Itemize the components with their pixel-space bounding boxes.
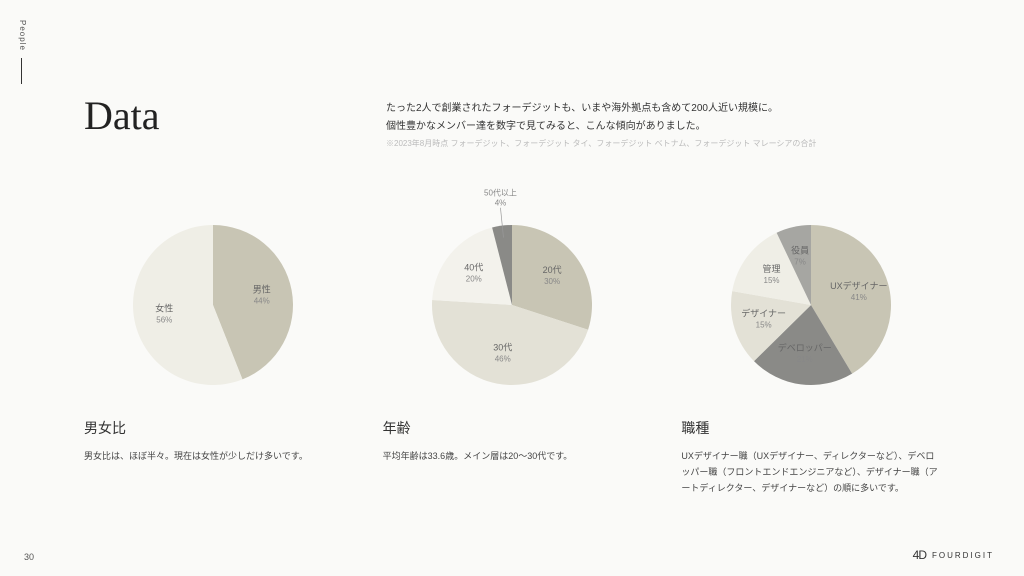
slice-label: デザイナー [741,308,786,319]
slice-pct: 15% [763,276,779,285]
chart-desc-age: 平均年齢は33.6歳。メイン層は20〜30代です。 [383,448,642,464]
intro-note: ※2023年8月時点 フォーデジット、フォーデジット タイ、フォーデジット ベト… [386,138,816,149]
charts-row: 男性 44% 女性 56% 男女比 男女比は、ほぼ半々。現在は女性が少しだけ多いです。… [84,200,940,497]
chart-title-gender: 男女比 [84,418,343,438]
pie-age: 20代30%30代46%40代20%50代以上4% [412,205,612,405]
slice-label: デベロッパー [777,342,831,353]
chart-job: UXデザイナー41%デベロッパー21%デザイナー15%管理15%役員7% 職種 … [681,200,940,497]
logo-mark: 4D [913,548,926,562]
slice-label: UXデザイナー [830,280,887,291]
chart-age: 20代30%30代46%40代20%50代以上4% 年齢 平均年齢は33.6歳。… [383,200,642,497]
slice-label: 女性 [156,302,174,313]
slice-label: 管理 [762,263,780,274]
slice-label: 40代 [464,262,483,272]
svg-text:4%: 4% [495,199,507,208]
chart-gender: 男性 44% 女性 56% 男女比 男女比は、ほぼ半々。現在は女性が少しだけ多いです。 [84,200,343,497]
slice-label: 30代 [493,343,512,353]
slice-pct: 20% [466,274,482,283]
intro-text: たった2人で創業されたフォーデジットも、いまや海外拠点も含めて200人近い規模に… [386,100,778,136]
page-title: Data [84,92,160,139]
pie-job: UXデザイナー 41% デベロッパー 21% デザイナー 15% 管理 15% 役員 7% [711,205,911,405]
slice-pct: 46% [495,355,511,364]
chart-title-age: 年齢 [383,418,642,438]
slice-pct: 21% [796,355,812,364]
chart-desc-gender: 男女比は、ほぼ半々。現在は女性が少しだけ多いです。 [84,448,343,464]
slice-pct: 15% [755,321,771,330]
side-line [21,58,22,84]
pie-gender: 男性 44% 女性 56% [113,205,313,405]
logo: 4D FOURDIGIT [913,548,994,562]
slice-label: 役員 [791,245,809,256]
intro-line2: 個性豊かなメンバー達を数字で見てみると、こんな傾向がありました。 [386,118,778,136]
page-number: 30 [24,552,34,562]
slice-pct: 30% [544,277,560,286]
slice-label: 20代 [543,265,562,275]
side-label: People [18,20,27,51]
slice-pct: 7% [794,258,806,267]
chart-title-job: 職種 [681,418,940,438]
slice-pct: 56% [157,315,173,324]
chart-desc-job: UXデザイナー職（UXデザイナー、ディレクターなど）、デベロッパー職（フロントエ… [681,448,940,497]
intro-line1: たった2人で創業されたフォーデジットも、いまや海外拠点も含めて200人近い規模に… [386,100,778,118]
svg-text:50代以上: 50代以上 [484,188,517,198]
slice-pct: 44% [254,297,270,306]
logo-text: FOURDIGIT [932,551,994,560]
slice-label: 男性 [253,284,271,295]
slice-pct: 41% [850,293,866,302]
